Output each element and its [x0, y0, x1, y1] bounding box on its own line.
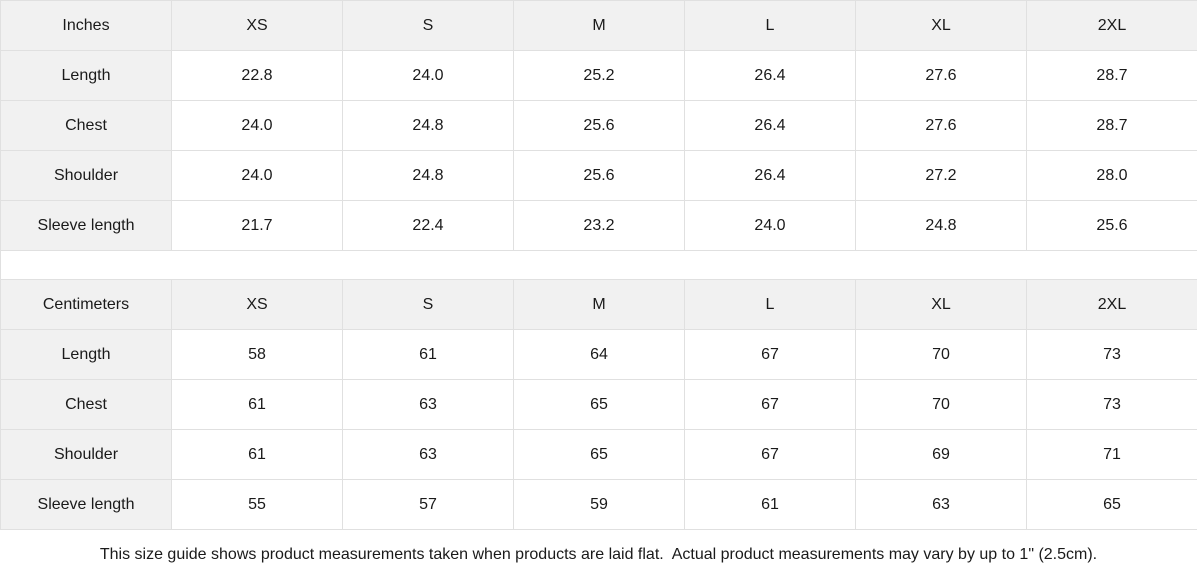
size-col-header-m: M — [513, 0, 685, 51]
measurement-cell: 25.6 — [513, 150, 685, 201]
measurement-cell: 64 — [513, 329, 685, 380]
measurement-cell: 23.2 — [513, 200, 685, 251]
measurement-cell: 27.2 — [855, 150, 1027, 201]
row-label: Chest — [0, 100, 172, 151]
row-label: Shoulder — [0, 150, 172, 201]
measurement-cell: 55 — [171, 479, 343, 530]
measurement-cell: 58 — [171, 329, 343, 380]
measurement-cell: 28.0 — [1026, 150, 1197, 201]
measurement-cell: 70 — [855, 329, 1027, 380]
size-col-header-s: S — [342, 279, 514, 330]
measurement-cell: 24.0 — [171, 100, 343, 151]
table-row: Length 22.8 24.0 25.2 26.4 27.6 28.7 — [0, 50, 1197, 101]
measurement-cell: 22.4 — [342, 200, 514, 251]
section-spacer-cell — [0, 250, 1197, 280]
measurement-cell: 24.0 — [684, 200, 856, 251]
table-row: Chest 61 63 65 67 70 73 — [0, 379, 1197, 430]
size-guide-footnote: This size guide shows product measuremen… — [0, 530, 1197, 579]
measurement-cell: 65 — [513, 429, 685, 480]
measurement-cell: 26.4 — [684, 100, 856, 151]
size-col-header-s: S — [342, 0, 514, 51]
measurement-cell: 67 — [684, 379, 856, 430]
row-label: Chest — [0, 379, 172, 430]
measurement-cell: 67 — [684, 429, 856, 480]
measurement-cell: 67 — [684, 329, 856, 380]
table-row: Sleeve length 55 57 59 61 63 65 — [0, 479, 1197, 530]
measurement-cell: 57 — [342, 479, 514, 530]
size-col-header-m: M — [513, 279, 685, 330]
measurement-cell: 24.8 — [342, 150, 514, 201]
table-row: Shoulder 61 63 65 67 69 71 — [0, 429, 1197, 480]
size-col-header-xl: XL — [855, 0, 1027, 51]
measurement-cell: 61 — [171, 429, 343, 480]
measurement-cell: 61 — [171, 379, 343, 430]
row-label: Sleeve length — [0, 479, 172, 530]
size-col-header-xs: XS — [171, 0, 343, 51]
measurement-cell: 24.0 — [171, 150, 343, 201]
measurement-cell: 69 — [855, 429, 1027, 480]
size-col-header-l: L — [684, 0, 856, 51]
table-row: Chest 24.0 24.8 25.6 26.4 27.6 28.7 — [0, 100, 1197, 151]
inches-header-row: Inches XS S M L XL 2XL — [0, 0, 1197, 51]
centimeters-header-row: Centimeters XS S M L XL 2XL — [0, 279, 1197, 330]
row-label: Sleeve length — [0, 200, 172, 251]
measurement-cell: 61 — [684, 479, 856, 530]
table-row: Shoulder 24.0 24.8 25.6 26.4 27.2 28.0 — [0, 150, 1197, 201]
measurement-cell: 27.6 — [855, 50, 1027, 101]
measurement-cell: 63 — [342, 429, 514, 480]
measurement-cell: 73 — [1026, 379, 1197, 430]
measurement-cell: 65 — [513, 379, 685, 430]
table-row: Sleeve length 21.7 22.4 23.2 24.0 24.8 2… — [0, 200, 1197, 251]
size-guide-table: Inches XS S M L XL 2XL Length 22.8 24.0 … — [0, 0, 1197, 530]
measurement-cell: 65 — [1026, 479, 1197, 530]
measurement-cell: 28.7 — [1026, 100, 1197, 151]
measurement-cell: 22.8 — [171, 50, 343, 101]
measurement-cell: 63 — [855, 479, 1027, 530]
size-col-header-l: L — [684, 279, 856, 330]
measurement-cell: 26.4 — [684, 50, 856, 101]
unit-header-centimeters: Centimeters — [0, 279, 172, 330]
size-col-header-xs: XS — [171, 279, 343, 330]
measurement-cell: 21.7 — [171, 200, 343, 251]
row-label: Length — [0, 50, 172, 101]
measurement-cell: 63 — [342, 379, 514, 430]
unit-header-inches: Inches — [0, 0, 172, 51]
measurement-cell: 71 — [1026, 429, 1197, 480]
measurement-cell: 61 — [342, 329, 514, 380]
measurement-cell: 59 — [513, 479, 685, 530]
measurement-cell: 28.7 — [1026, 50, 1197, 101]
measurement-cell: 24.8 — [342, 100, 514, 151]
size-col-header-2xl: 2XL — [1026, 279, 1197, 330]
measurement-cell: 27.6 — [855, 100, 1027, 151]
measurement-cell: 70 — [855, 379, 1027, 430]
measurement-cell: 25.6 — [1026, 200, 1197, 251]
measurement-cell: 24.0 — [342, 50, 514, 101]
table-row: Length 58 61 64 67 70 73 — [0, 329, 1197, 380]
measurement-cell: 25.6 — [513, 100, 685, 151]
row-label: Shoulder — [0, 429, 172, 480]
measurement-cell: 26.4 — [684, 150, 856, 201]
measurement-cell: 24.8 — [855, 200, 1027, 251]
section-spacer-row — [0, 250, 1197, 280]
size-col-header-xl: XL — [855, 279, 1027, 330]
measurement-cell: 73 — [1026, 329, 1197, 380]
measurement-cell: 25.2 — [513, 50, 685, 101]
row-label: Length — [0, 329, 172, 380]
size-col-header-2xl: 2XL — [1026, 0, 1197, 51]
